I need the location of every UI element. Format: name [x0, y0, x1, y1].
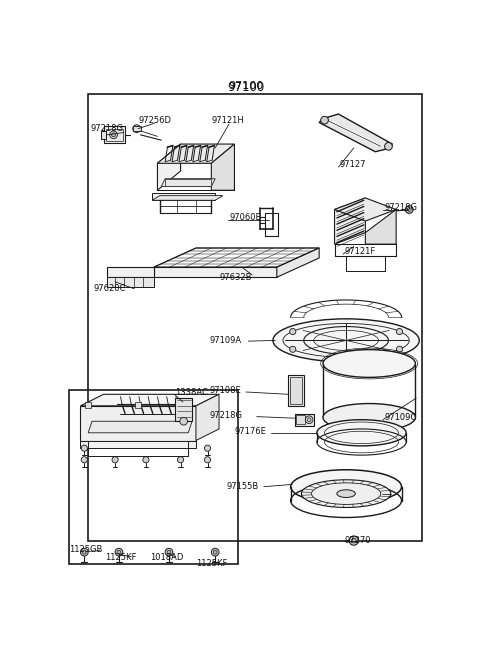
Ellipse shape: [317, 420, 406, 446]
Circle shape: [81, 445, 87, 451]
Polygon shape: [196, 394, 219, 441]
Circle shape: [289, 346, 296, 352]
Polygon shape: [108, 277, 154, 286]
Circle shape: [406, 206, 413, 214]
Circle shape: [289, 328, 296, 335]
Text: 97218G: 97218G: [90, 124, 123, 133]
Polygon shape: [211, 144, 234, 190]
Bar: [104, 126, 125, 143]
Circle shape: [110, 131, 118, 139]
Bar: [295, 413, 314, 426]
Text: 1338AC: 1338AC: [175, 388, 208, 398]
Bar: [133, 126, 141, 131]
Polygon shape: [108, 267, 154, 277]
Circle shape: [180, 417, 188, 425]
Ellipse shape: [273, 319, 419, 362]
Circle shape: [396, 328, 403, 335]
Text: 97060E: 97060E: [229, 213, 261, 221]
Ellipse shape: [301, 479, 391, 508]
Ellipse shape: [337, 490, 355, 498]
Circle shape: [305, 416, 313, 424]
Text: 97108E: 97108E: [209, 386, 241, 395]
Circle shape: [115, 548, 123, 556]
Circle shape: [117, 550, 121, 554]
Circle shape: [133, 125, 141, 132]
Text: 97218G: 97218G: [209, 411, 242, 420]
Circle shape: [135, 126, 139, 130]
Circle shape: [165, 548, 173, 556]
Bar: [88, 94, 421, 540]
Bar: [106, 128, 123, 141]
Circle shape: [213, 550, 217, 554]
Text: 1125KF: 1125KF: [196, 559, 228, 568]
Text: 97100: 97100: [228, 81, 264, 94]
Circle shape: [349, 536, 359, 545]
Circle shape: [83, 550, 86, 554]
Polygon shape: [81, 441, 196, 448]
Circle shape: [384, 143, 392, 150]
Text: 97218G: 97218G: [384, 204, 418, 212]
Polygon shape: [335, 198, 365, 244]
Bar: [85, 402, 91, 408]
Polygon shape: [365, 210, 396, 244]
Polygon shape: [154, 248, 319, 267]
Ellipse shape: [323, 403, 415, 431]
Text: 97109C: 97109C: [384, 413, 417, 422]
Bar: [175, 398, 192, 421]
Circle shape: [167, 550, 171, 554]
Circle shape: [81, 548, 88, 556]
Circle shape: [396, 346, 403, 352]
Polygon shape: [157, 144, 180, 190]
Text: 97620C: 97620C: [94, 284, 126, 293]
Circle shape: [143, 457, 149, 463]
Bar: [185, 402, 192, 408]
Ellipse shape: [291, 470, 402, 504]
Text: 1125GB: 1125GB: [69, 546, 102, 554]
Circle shape: [112, 133, 116, 137]
Polygon shape: [88, 421, 192, 433]
Text: 97100: 97100: [228, 81, 264, 91]
Text: 1125KF: 1125KF: [105, 553, 136, 562]
Polygon shape: [152, 193, 215, 200]
Text: 97632B: 97632B: [219, 272, 252, 282]
Text: 97109A: 97109A: [209, 336, 241, 345]
Text: 97256D: 97256D: [138, 116, 171, 124]
Circle shape: [204, 445, 211, 451]
Bar: [288, 375, 304, 406]
Circle shape: [211, 548, 219, 556]
Polygon shape: [157, 144, 234, 163]
Polygon shape: [154, 267, 277, 277]
Circle shape: [112, 457, 118, 463]
Ellipse shape: [323, 350, 415, 377]
Polygon shape: [152, 196, 223, 200]
Circle shape: [321, 117, 328, 124]
Polygon shape: [335, 198, 396, 221]
Bar: [101, 131, 106, 139]
Bar: [290, 377, 302, 404]
Text: 97176E: 97176E: [234, 427, 266, 436]
Text: 1018AD: 1018AD: [150, 553, 183, 562]
Circle shape: [81, 457, 87, 463]
Polygon shape: [277, 248, 319, 277]
Bar: [165, 179, 211, 187]
Circle shape: [307, 418, 311, 422]
Polygon shape: [161, 179, 215, 187]
Text: 97155B: 97155B: [227, 482, 259, 491]
Polygon shape: [81, 406, 196, 441]
Text: 97121F: 97121F: [345, 248, 376, 256]
Text: 97121H: 97121H: [211, 117, 244, 126]
Text: 97270: 97270: [345, 536, 371, 545]
Bar: [135, 402, 141, 408]
Polygon shape: [81, 394, 219, 406]
Circle shape: [178, 457, 184, 463]
Bar: [69, 390, 238, 564]
Text: 97127: 97127: [340, 160, 366, 170]
Polygon shape: [319, 114, 392, 152]
Circle shape: [351, 538, 356, 543]
Circle shape: [408, 208, 411, 212]
Bar: [296, 415, 305, 424]
Circle shape: [204, 457, 211, 463]
